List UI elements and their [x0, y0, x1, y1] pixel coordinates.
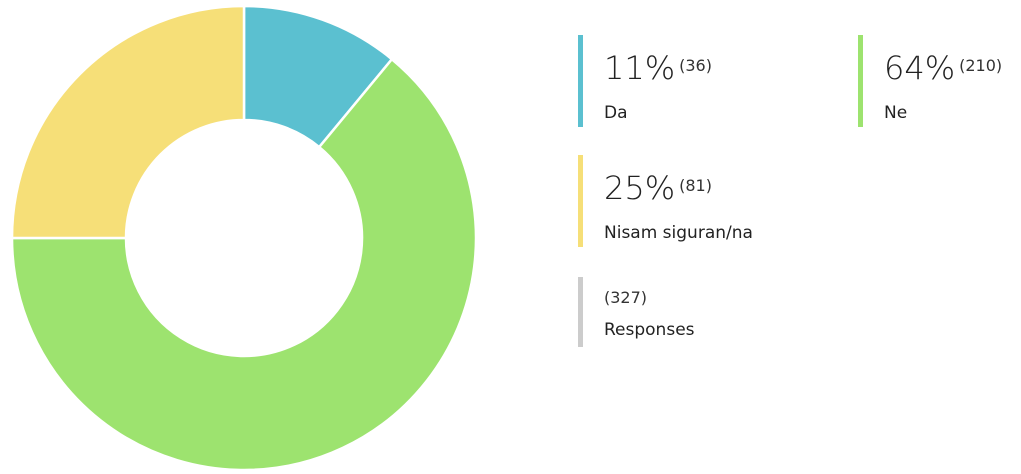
legend-count: (36) — [679, 56, 712, 75]
legend-label: Ne — [884, 103, 907, 123]
wedge — [10, 4, 246, 240]
legend-swatch — [578, 35, 583, 127]
legend-percent: 64% — [884, 49, 955, 87]
total-label: Responses — [604, 320, 695, 340]
legend-label: Nisam siguran/na — [604, 223, 753, 243]
legend-count: (81) — [679, 176, 712, 195]
legend-percent: 11% — [604, 49, 675, 87]
legend-label: Da — [604, 103, 628, 123]
legend-swatch — [578, 155, 583, 247]
wedge — [10, 57, 478, 472]
total-count: (327) — [604, 288, 647, 307]
legend-count: (210) — [959, 56, 1002, 75]
legend-percent: 25% — [604, 169, 675, 207]
legend-swatch — [858, 35, 863, 127]
legend-swatch — [578, 277, 583, 347]
